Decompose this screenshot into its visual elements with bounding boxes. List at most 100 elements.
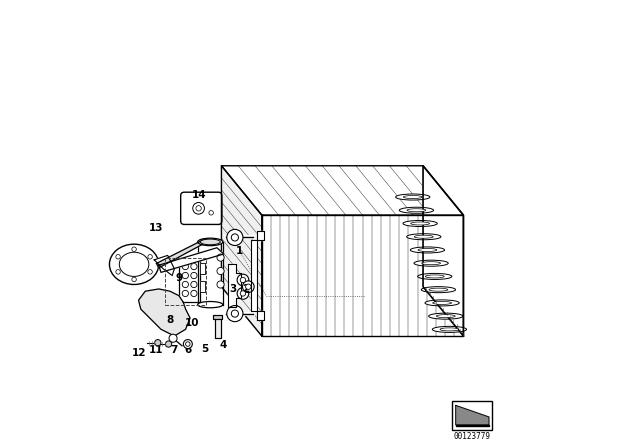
Text: 6: 6 bbox=[184, 345, 191, 355]
Polygon shape bbox=[456, 425, 489, 426]
Circle shape bbox=[237, 274, 249, 286]
Text: 8: 8 bbox=[166, 315, 173, 325]
Ellipse shape bbox=[429, 288, 448, 291]
Circle shape bbox=[217, 267, 224, 275]
Text: 1: 1 bbox=[236, 246, 243, 256]
Circle shape bbox=[186, 342, 190, 346]
Circle shape bbox=[217, 281, 224, 288]
Bar bbox=[165, 258, 206, 305]
Ellipse shape bbox=[396, 194, 430, 200]
Circle shape bbox=[191, 272, 197, 279]
Bar bbox=[215, 317, 221, 338]
Circle shape bbox=[231, 310, 239, 317]
Polygon shape bbox=[157, 240, 204, 268]
Ellipse shape bbox=[422, 262, 440, 265]
Ellipse shape bbox=[410, 247, 445, 253]
Text: 13: 13 bbox=[149, 224, 164, 233]
Polygon shape bbox=[221, 166, 262, 336]
Ellipse shape bbox=[440, 328, 459, 331]
Circle shape bbox=[132, 277, 136, 282]
Ellipse shape bbox=[433, 302, 452, 305]
Ellipse shape bbox=[403, 195, 422, 198]
Ellipse shape bbox=[414, 235, 433, 238]
Polygon shape bbox=[423, 166, 463, 336]
Circle shape bbox=[166, 341, 172, 347]
Circle shape bbox=[191, 263, 197, 270]
Ellipse shape bbox=[399, 207, 433, 213]
Polygon shape bbox=[154, 255, 175, 276]
Circle shape bbox=[148, 270, 152, 274]
Ellipse shape bbox=[418, 249, 437, 251]
Ellipse shape bbox=[426, 275, 444, 278]
Ellipse shape bbox=[432, 326, 467, 332]
Polygon shape bbox=[200, 281, 205, 292]
Circle shape bbox=[227, 229, 243, 246]
Text: 4: 4 bbox=[220, 340, 227, 350]
Circle shape bbox=[193, 202, 204, 214]
Circle shape bbox=[191, 281, 197, 288]
Circle shape bbox=[116, 254, 120, 259]
Ellipse shape bbox=[407, 209, 426, 212]
Ellipse shape bbox=[198, 302, 223, 308]
Circle shape bbox=[182, 263, 188, 270]
Circle shape bbox=[169, 334, 177, 342]
Text: 14: 14 bbox=[192, 190, 206, 200]
Bar bbox=[215, 317, 221, 338]
Bar bbox=[179, 258, 200, 302]
Circle shape bbox=[231, 234, 239, 241]
Ellipse shape bbox=[406, 234, 441, 240]
Circle shape bbox=[196, 206, 201, 211]
Circle shape bbox=[182, 272, 188, 279]
Text: 11: 11 bbox=[149, 345, 164, 355]
Polygon shape bbox=[251, 231, 264, 320]
Text: 3: 3 bbox=[229, 284, 236, 294]
Circle shape bbox=[191, 290, 197, 297]
Circle shape bbox=[217, 254, 224, 261]
Circle shape bbox=[184, 340, 192, 349]
Ellipse shape bbox=[429, 313, 463, 319]
Polygon shape bbox=[200, 263, 205, 274]
Text: 5: 5 bbox=[201, 345, 209, 354]
Text: 00123779: 00123779 bbox=[454, 432, 491, 441]
Text: 9: 9 bbox=[175, 273, 182, 283]
Circle shape bbox=[240, 277, 246, 283]
Circle shape bbox=[209, 211, 213, 215]
Circle shape bbox=[155, 340, 161, 346]
Ellipse shape bbox=[119, 252, 149, 276]
Text: 10: 10 bbox=[185, 319, 200, 328]
Bar bbox=[213, 315, 222, 319]
Bar bbox=[213, 315, 222, 319]
Circle shape bbox=[246, 284, 251, 289]
Polygon shape bbox=[159, 248, 224, 272]
Circle shape bbox=[148, 254, 152, 259]
Circle shape bbox=[116, 270, 120, 274]
Circle shape bbox=[182, 281, 188, 288]
FancyBboxPatch shape bbox=[180, 192, 222, 224]
Polygon shape bbox=[228, 264, 241, 307]
Circle shape bbox=[240, 291, 246, 296]
Ellipse shape bbox=[200, 239, 220, 245]
Ellipse shape bbox=[198, 238, 223, 246]
Ellipse shape bbox=[411, 222, 429, 225]
Polygon shape bbox=[456, 405, 489, 425]
Ellipse shape bbox=[436, 314, 455, 318]
Polygon shape bbox=[262, 215, 463, 336]
Ellipse shape bbox=[425, 300, 460, 306]
Ellipse shape bbox=[418, 273, 452, 280]
Circle shape bbox=[243, 281, 254, 293]
Polygon shape bbox=[139, 289, 190, 336]
Bar bbox=[452, 401, 493, 430]
Ellipse shape bbox=[403, 220, 437, 227]
Circle shape bbox=[237, 288, 249, 299]
Ellipse shape bbox=[421, 287, 456, 293]
Circle shape bbox=[182, 290, 188, 297]
Polygon shape bbox=[221, 166, 463, 215]
Text: 2: 2 bbox=[243, 284, 250, 294]
Text: 12: 12 bbox=[132, 348, 147, 358]
Polygon shape bbox=[198, 242, 223, 305]
Circle shape bbox=[227, 306, 243, 322]
Ellipse shape bbox=[414, 260, 448, 266]
Text: 7: 7 bbox=[171, 345, 178, 355]
Ellipse shape bbox=[109, 244, 159, 284]
Circle shape bbox=[132, 247, 136, 251]
